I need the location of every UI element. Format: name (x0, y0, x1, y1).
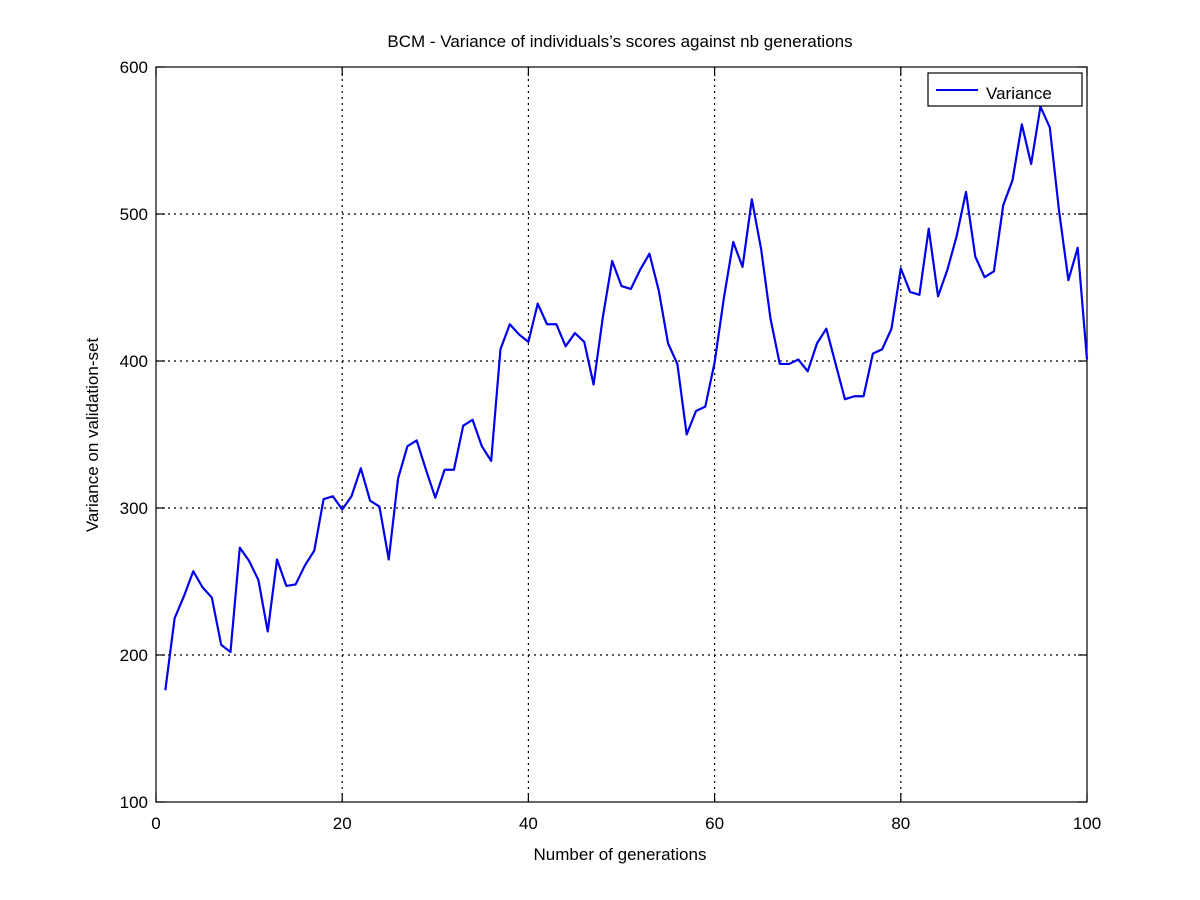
legend-label-variance: Variance (986, 84, 1052, 103)
x-tick-label: 40 (519, 814, 538, 833)
series-layer (164, 105, 1089, 691)
series-line-variance (164, 105, 1089, 691)
y-tick-label: 300 (120, 499, 148, 518)
x-tick-label: 20 (333, 814, 352, 833)
x-tick-label: 0 (151, 814, 160, 833)
plot-frame (155, 66, 1088, 803)
y-tick-label: 400 (120, 352, 148, 371)
x-tick-label: 60 (705, 814, 724, 833)
x-axis-label: Number of generations (534, 845, 707, 864)
grid-lines (156, 67, 1087, 802)
y-axis-label: Variance on validation-set (83, 338, 102, 533)
axes: 0 20 40 60 80 100 100 200 300 400 500 600 (120, 58, 1102, 833)
y-tick-label: 100 (120, 793, 148, 812)
y-tick-label: 600 (120, 58, 148, 77)
y-tick-label: 500 (120, 205, 148, 224)
legend: Variance (927, 72, 1083, 107)
series-points-variance (165, 106, 1088, 691)
x-tick-label: 80 (891, 814, 910, 833)
y-tick-label: 200 (120, 646, 148, 665)
x-tick-label: 100 (1073, 814, 1101, 833)
chart-title: BCM - Variance of individuals’s scores a… (387, 32, 852, 51)
